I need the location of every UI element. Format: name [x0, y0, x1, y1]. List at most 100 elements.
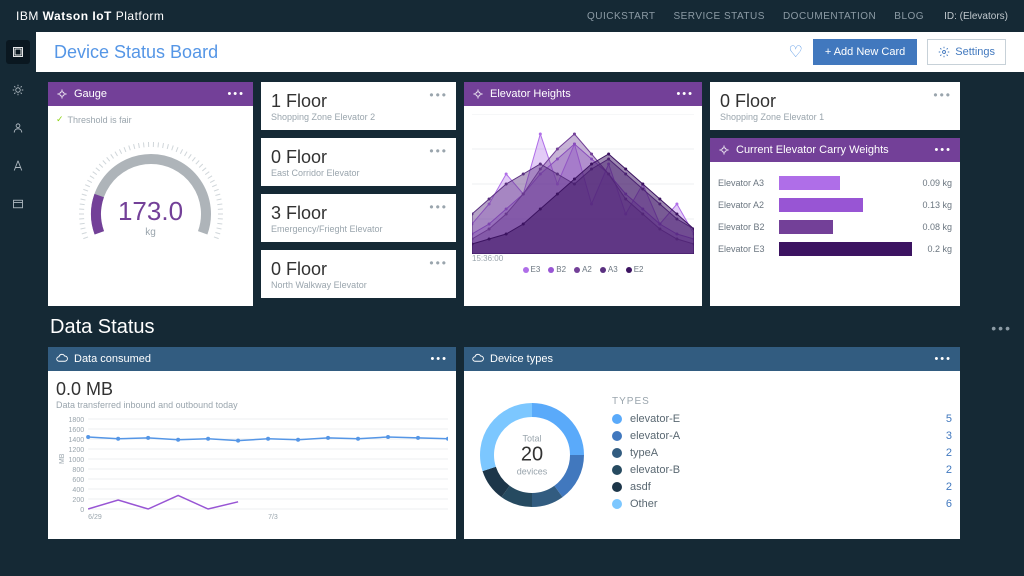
- floor-card: ••• 3 Floor Emergency/Frieght Elevator: [261, 194, 456, 242]
- data-consumed-subtitle: Data transferred inbound and outbound to…: [56, 400, 448, 410]
- floor-card: ••• 0 Floor Shopping Zone Elevator 1: [710, 82, 960, 130]
- floor-subtitle: Shopping Zone Elevator 2: [271, 112, 446, 122]
- data-consumed-value: 0.0 MB: [56, 379, 448, 400]
- device-types-title: Device types: [490, 353, 553, 365]
- donut-total-label: Total: [517, 434, 548, 444]
- cloud-icon: [56, 353, 68, 365]
- gauge-more-icon[interactable]: •••: [227, 88, 245, 100]
- nav-rules-icon[interactable]: [6, 154, 30, 178]
- gauge-icon: [472, 88, 484, 100]
- type-row[interactable]: elevator-A3: [612, 430, 952, 442]
- heights-header: Elevator Heights •••: [464, 82, 702, 106]
- svg-text:1200: 1200: [69, 447, 85, 454]
- donut-total: 20: [517, 444, 548, 467]
- floor-subtitle: Emergency/Frieght Elevator: [271, 224, 446, 234]
- type-row[interactable]: asdf2: [612, 481, 952, 493]
- page-header: Device Status Board ♡ + Add New Card Set…: [36, 32, 1024, 72]
- nav-members-icon[interactable]: [6, 116, 30, 140]
- heights-legend: E3B2A2A3E2: [472, 265, 694, 274]
- nav-devices-icon[interactable]: [6, 78, 30, 102]
- cloud-icon: [472, 353, 484, 365]
- gauge-card-header: Gauge •••: [48, 82, 253, 106]
- floor-more-icon[interactable]: •••: [429, 200, 448, 214]
- settings-label: Settings: [955, 46, 995, 58]
- floor-more-icon[interactable]: •••: [933, 88, 952, 102]
- gauge-title: Gauge: [74, 88, 107, 100]
- right-column: ••• 0 Floor Shopping Zone Elevator 1 Cur…: [710, 82, 960, 306]
- heights-title: Elevator Heights: [490, 88, 571, 100]
- nav-quickstart[interactable]: QUICKSTART: [587, 11, 656, 22]
- type-row[interactable]: elevator-E5: [612, 413, 952, 425]
- data-consumed-more-icon[interactable]: •••: [430, 353, 448, 365]
- gauge-icon: [718, 144, 730, 156]
- page-title: Device Status Board: [54, 42, 218, 63]
- brand-bold: Watson IoT: [43, 9, 112, 23]
- section-more-icon[interactable]: •••: [991, 320, 1012, 336]
- svg-text:1000: 1000: [69, 457, 85, 464]
- brand-prefix: IBM: [16, 9, 43, 23]
- type-row[interactable]: elevator-B2: [612, 464, 952, 476]
- gauge-icon: [56, 88, 68, 100]
- type-row[interactable]: typeA2: [612, 447, 952, 459]
- floor-value: 0 Floor: [271, 259, 446, 280]
- favorite-icon[interactable]: ♡: [789, 42, 803, 62]
- floor-more-icon[interactable]: •••: [429, 88, 448, 102]
- carry-header: Current Elevator Carry Weights •••: [710, 138, 960, 162]
- floor-card: ••• 1 Floor Shopping Zone Elevator 2: [261, 82, 456, 130]
- svg-text:800: 800: [72, 467, 84, 474]
- device-types-more-icon[interactable]: •••: [934, 353, 952, 365]
- type-row[interactable]: Other6: [612, 498, 952, 510]
- left-nav: [0, 32, 36, 576]
- svg-text:7/3: 7/3: [268, 514, 278, 521]
- data-consumed-chart: 180016001400120010008006004002000MB6/297…: [56, 414, 448, 524]
- org-id[interactable]: ID: (Elevators): [944, 11, 1008, 22]
- gauge-chart: 173.0 kg: [71, 129, 231, 289]
- nav-documentation[interactable]: DOCUMENTATION: [783, 11, 876, 22]
- carry-more-icon[interactable]: •••: [934, 144, 952, 156]
- svg-text:1400: 1400: [69, 437, 85, 444]
- topbar: IBM Watson IoT Platform QUICKSTART SERVI…: [0, 0, 1024, 32]
- floor-value: 0 Floor: [271, 147, 446, 168]
- gear-icon: [938, 46, 950, 58]
- carry-title: Current Elevator Carry Weights: [736, 144, 889, 156]
- svg-text:1800: 1800: [69, 417, 85, 424]
- settings-button[interactable]: Settings: [927, 39, 1006, 65]
- nav-dashboard-icon[interactable]: [6, 40, 30, 64]
- top-nav: QUICKSTART SERVICE STATUS DOCUMENTATION …: [587, 11, 924, 22]
- legend-item: A3: [600, 265, 618, 274]
- legend-item: A2: [574, 265, 592, 274]
- brand: IBM Watson IoT Platform: [16, 9, 164, 23]
- floor-list: ••• 1 Floor Shopping Zone Elevator 2 •••…: [261, 82, 456, 306]
- section-title: Data Status •••: [50, 316, 1012, 339]
- floor-value: 3 Floor: [271, 203, 446, 224]
- data-consumed-title: Data consumed: [74, 353, 151, 365]
- add-card-button[interactable]: + Add New Card: [813, 39, 917, 65]
- gauge-unit: kg: [118, 227, 183, 238]
- svg-text:400: 400: [72, 487, 84, 494]
- donut-total-sub: devices: [517, 467, 548, 477]
- heights-timestamp: 15:36:00: [472, 254, 694, 263]
- carry-weights-card: Current Elevator Carry Weights ••• Eleva…: [710, 138, 960, 306]
- nav-blog[interactable]: BLOG: [894, 11, 924, 22]
- heights-more-icon[interactable]: •••: [676, 88, 694, 100]
- data-consumed-card: Data consumed ••• 0.0 MB Data transferre…: [48, 347, 456, 539]
- device-types-header: Device types •••: [464, 347, 960, 371]
- brand-suffix: Platform: [112, 9, 165, 23]
- gauge-card: Gauge ••• ✓ Threshold is fair: [48, 82, 253, 306]
- svg-text:6/29: 6/29: [88, 514, 102, 521]
- floor-more-icon[interactable]: •••: [429, 256, 448, 270]
- floor-subtitle: East Corridor Elevator: [271, 168, 446, 178]
- svg-text:600: 600: [72, 477, 84, 484]
- data-consumed-header: Data consumed •••: [48, 347, 456, 371]
- carry-row: Elevator A20.13 kg: [718, 198, 952, 212]
- floor-more-icon[interactable]: •••: [429, 144, 448, 158]
- nav-usage-icon[interactable]: [6, 192, 30, 216]
- carry-row: Elevator B20.08 kg: [718, 220, 952, 234]
- legend-item: B2: [548, 265, 566, 274]
- nav-service-status[interactable]: SERVICE STATUS: [673, 11, 764, 22]
- floor-value: 1 Floor: [271, 91, 446, 112]
- svg-text:MB: MB: [59, 453, 66, 464]
- floor-card: ••• 0 Floor North Walkway Elevator: [261, 250, 456, 298]
- device-types-card: Device types ••• Total 20 devices: [464, 347, 960, 539]
- carry-row: Elevator E30.2 kg: [718, 242, 952, 256]
